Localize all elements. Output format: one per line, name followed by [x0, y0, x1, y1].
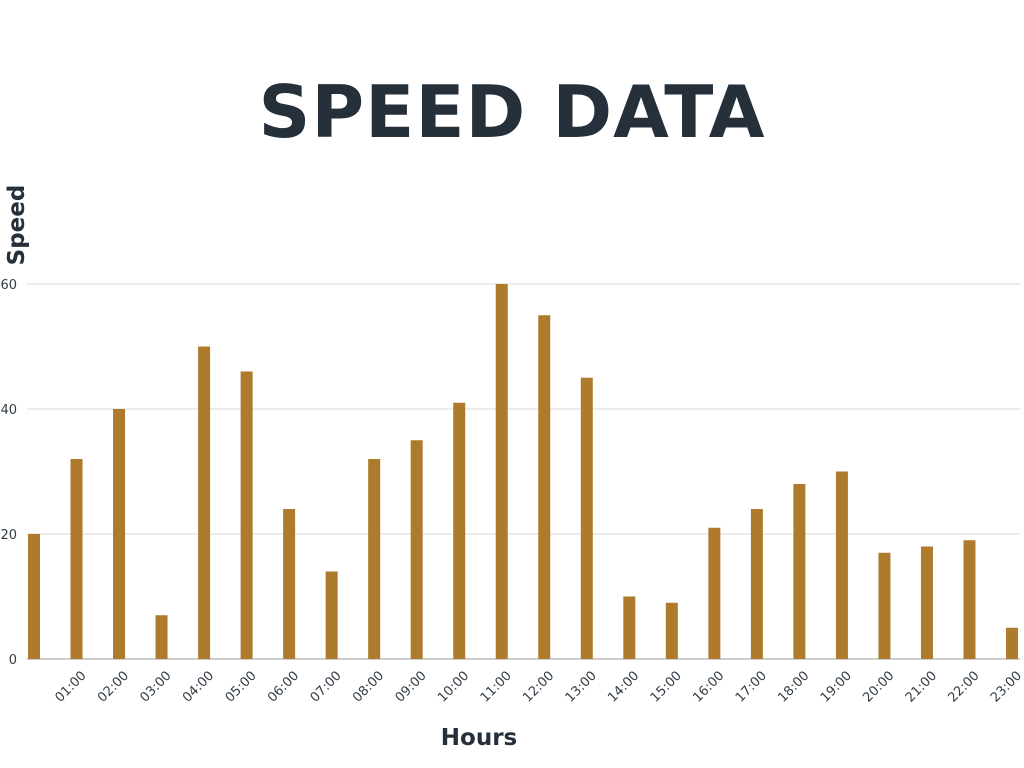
- bar: [538, 315, 551, 659]
- bar: [878, 552, 891, 659]
- x-tick-label: 13:00: [563, 668, 600, 705]
- x-tick-label: 06:00: [265, 668, 302, 705]
- y-tick-label: 60: [0, 278, 17, 293]
- x-tick-label: 16:00: [690, 668, 727, 705]
- bar: [835, 471, 848, 659]
- bar: [240, 371, 253, 659]
- x-tick-label: 01:00: [52, 668, 89, 705]
- x-tick-label: 18:00: [775, 668, 812, 705]
- x-tick-label: 07:00: [308, 668, 345, 705]
- gridlines: [27, 283, 1020, 660]
- bar: [410, 440, 423, 659]
- bar: [580, 377, 593, 659]
- x-tick-label: 23:00: [988, 668, 1024, 705]
- bar: [963, 540, 976, 659]
- bar: [325, 571, 338, 659]
- bar: [793, 484, 806, 659]
- y-tick-label: 40: [0, 403, 17, 418]
- x-tick-label: 14:00: [605, 668, 642, 705]
- x-tick-label: 15:00: [648, 668, 685, 705]
- bars: [28, 284, 1018, 659]
- x-axis-title: Hours: [441, 725, 517, 751]
- x-tick-label: 03:00: [138, 668, 175, 705]
- bar: [113, 409, 126, 659]
- x-tick-label: 19:00: [818, 668, 855, 705]
- bar: [750, 509, 763, 659]
- y-tick-label: 20: [0, 528, 17, 543]
- x-tick-label: 09:00: [393, 668, 430, 705]
- x-tick-label: 22:00: [945, 668, 982, 705]
- x-tick-label: 08:00: [350, 668, 387, 705]
- x-tick-label: 20:00: [860, 668, 897, 705]
- x-tick-label: 10:00: [435, 668, 472, 705]
- y-tick-labels: 0 20 40 60: [0, 278, 17, 668]
- bar: [453, 402, 466, 659]
- bar: [198, 346, 211, 659]
- bar: [70, 459, 83, 659]
- x-tick-label: 05:00: [223, 668, 260, 705]
- x-tick-label: 17:00: [733, 668, 770, 705]
- bar: [665, 602, 678, 659]
- bar: [1006, 627, 1018, 659]
- bar: [920, 546, 933, 659]
- y-axis-title: Speed: [4, 185, 30, 266]
- x-tick-label: 12:00: [520, 668, 557, 705]
- bar: [155, 615, 168, 659]
- bar: [495, 284, 508, 659]
- x-tick-labels: 01:00 02:00 03:00 04:00 05:00 06:00 07:00 08:00…: [52, 668, 1024, 705]
- x-tick-label: 11:00: [478, 668, 515, 705]
- y-tick-label: 0: [9, 653, 17, 668]
- x-tick-label: 02:00: [95, 668, 132, 705]
- chart-title: SPEED DATA: [258, 70, 766, 154]
- bar: [28, 534, 40, 659]
- bar: [623, 596, 636, 659]
- x-tick-label: 04:00: [180, 668, 217, 705]
- x-tick-label: 21:00: [903, 668, 940, 705]
- bar: [283, 509, 296, 659]
- bar: [368, 459, 381, 659]
- bar: [708, 527, 721, 659]
